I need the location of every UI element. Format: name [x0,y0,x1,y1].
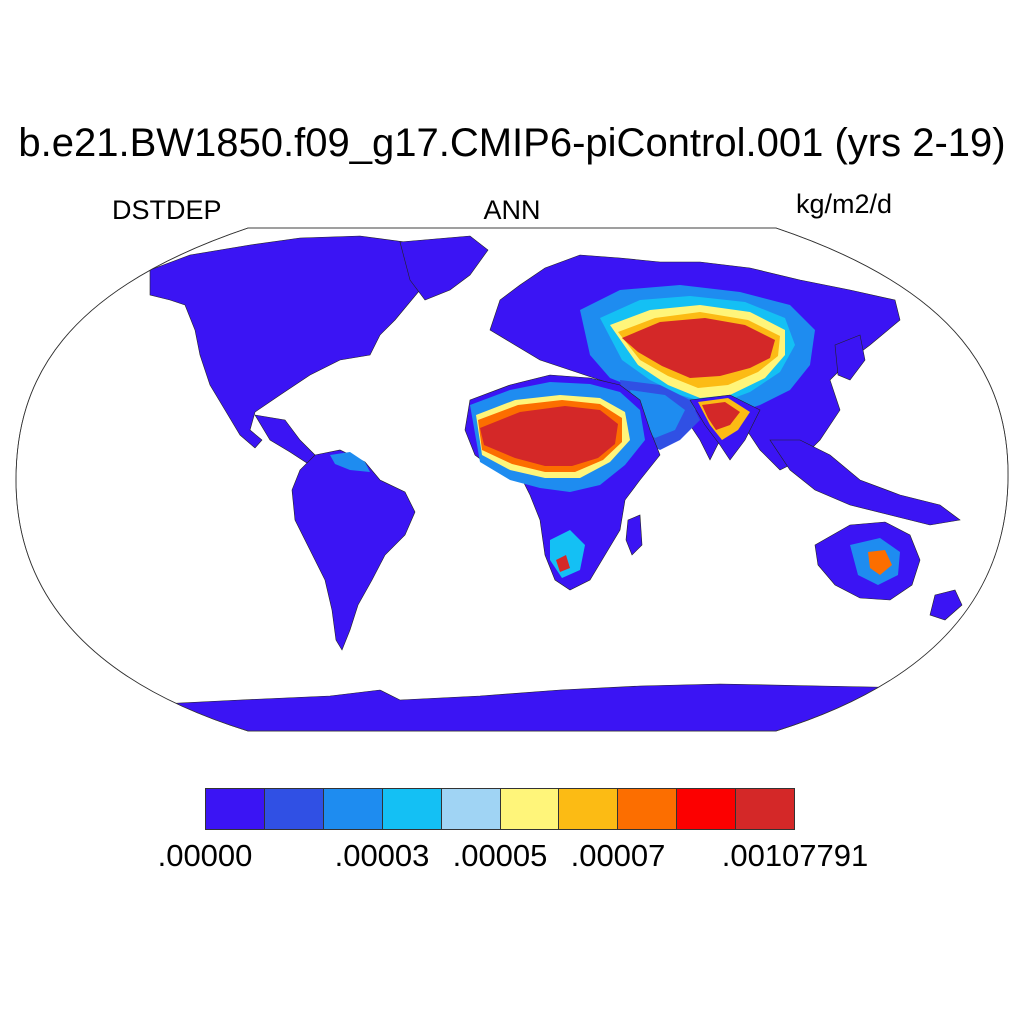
colorbar-tick-label: .00007 [570,838,666,873]
madagascar [625,514,643,556]
colorbar-cell [382,789,442,829]
greenland [399,235,489,301]
australia-dust-core [868,550,892,575]
asia-dust-core [622,318,775,378]
north-america [149,235,441,449]
south-america [291,449,416,651]
new-zealand [929,589,963,621]
india-dust-core [702,402,740,430]
colorbar-cell [559,789,619,829]
colorbar-tick-label: .00107791 [721,838,869,873]
colorbar-cell [500,789,560,829]
antarctica [16,683,1009,731]
colorbar-cell [264,789,324,829]
colorbar-cell [441,789,501,829]
units-label: kg/m2/d [796,189,893,219]
colorbar-cell [677,789,737,829]
colorbar-cell [736,789,795,829]
south-america-north-coast [330,452,370,472]
japan [834,334,866,381]
variable-label: DSTDEP [112,195,222,225]
colorbar-tick-label: .00005 [452,838,548,873]
map-outline [15,227,1009,732]
season-label: ANN [483,195,541,225]
colorbar-tick-label: .00000 [157,838,253,873]
africa-dust-core [480,406,618,466]
colorbar-tick-label: .00003 [334,838,430,873]
southeast-asia [769,439,961,526]
colorbar-cell [206,789,265,829]
colorbar-cell [323,789,383,829]
africa-south-dust-core [556,555,570,572]
plot-title: b.e21.BW1850.f09_g17.CMIP6-piControl.001… [18,121,1006,165]
colorbar-cell [618,789,678,829]
colorbar [205,788,795,830]
